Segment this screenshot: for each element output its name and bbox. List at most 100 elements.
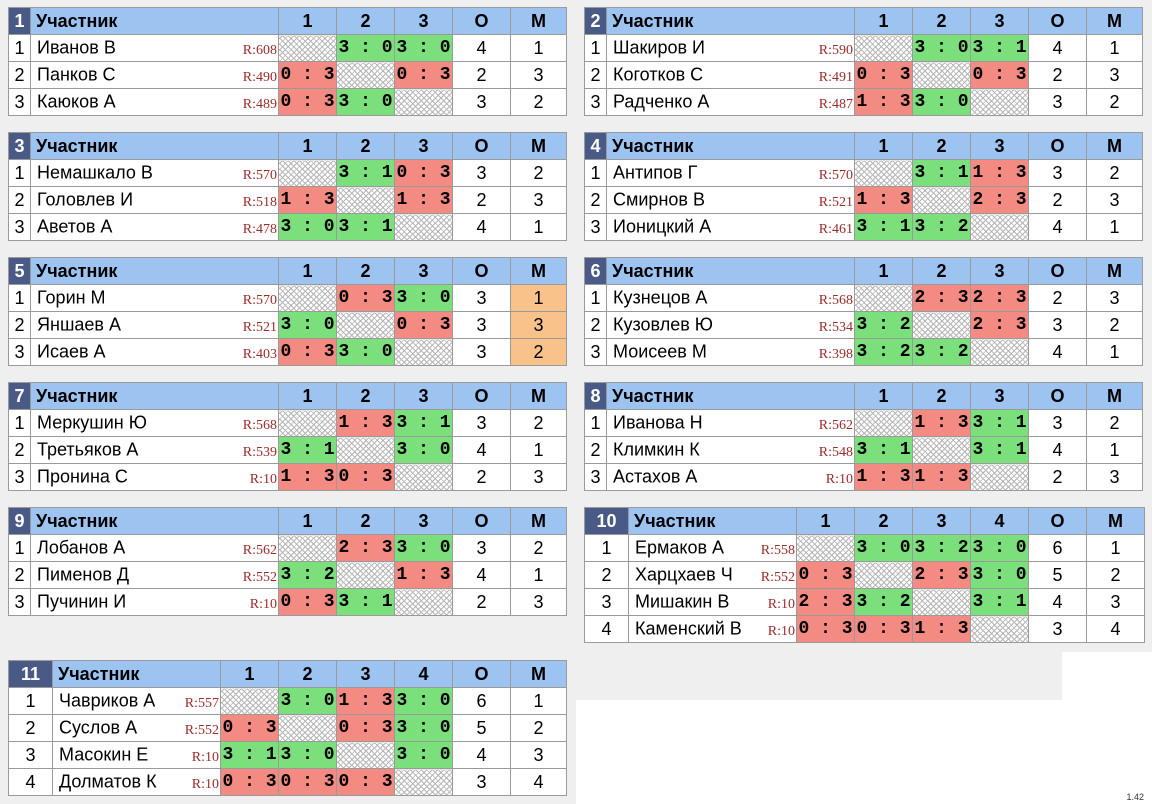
row-position: 3 xyxy=(584,463,607,491)
participant-name: Пименов Д xyxy=(37,564,130,585)
participant-rating: R:557 xyxy=(184,696,219,711)
row-position: 1 xyxy=(8,409,31,437)
row-position: 2 xyxy=(584,436,607,464)
participant-rating: R:461 xyxy=(818,222,853,237)
column-header: М xyxy=(510,507,567,535)
match-score: 1 : 3 xyxy=(278,463,337,491)
participant-cell: Пучинин И R:10 xyxy=(30,588,279,616)
match-score: 3 : 2 xyxy=(912,534,971,562)
participant-rating: R:539 xyxy=(242,445,277,460)
match-score: 3 : 2 xyxy=(912,338,971,366)
participant-rating: R:10 xyxy=(249,472,277,487)
participant-header: Участник xyxy=(30,7,279,35)
column-header: О xyxy=(1028,507,1087,535)
column-header: 3 xyxy=(394,132,453,160)
points-value: 4 xyxy=(1028,213,1087,241)
participant-name: Шакиров И xyxy=(613,37,705,58)
column-header: 4 xyxy=(970,507,1029,535)
participant-name: Мишакин В xyxy=(635,591,730,612)
participant-rating: R:552 xyxy=(760,570,795,585)
points-value: 2 xyxy=(1028,463,1087,491)
points-value: 3 xyxy=(452,311,511,339)
participant-name: Чавриков А xyxy=(59,690,156,711)
points-value: 2 xyxy=(1028,61,1087,89)
group-header-row: 7 Участник 1 2 3 О М xyxy=(8,382,567,410)
self-match-cell xyxy=(970,338,1029,366)
column-header: 3 xyxy=(336,660,395,688)
row-position: 3 xyxy=(8,213,31,241)
place-value: 3 xyxy=(1086,284,1143,312)
participant-rating: R:534 xyxy=(818,320,853,335)
points-value: 2 xyxy=(1028,284,1087,312)
participant-name: Панков С xyxy=(37,64,116,85)
participant-cell: Иванов В R:608 xyxy=(30,34,279,62)
column-header: О xyxy=(1028,7,1087,35)
match-score: 0 : 3 xyxy=(336,768,395,796)
column-header: 3 xyxy=(970,382,1029,410)
place-value: 1 xyxy=(510,436,567,464)
place-value: 2 xyxy=(1086,88,1143,116)
points-value: 4 xyxy=(1028,436,1087,464)
column-header: 3 xyxy=(970,132,1029,160)
row-position: 3 xyxy=(8,88,31,116)
participant-rating: R:552 xyxy=(242,570,277,585)
match-score: 2 : 3 xyxy=(336,534,395,562)
self-match-cell xyxy=(854,159,913,187)
participant-name: Исаев А xyxy=(37,341,106,362)
participant-rating: R:558 xyxy=(760,543,795,558)
group-header-row: 9 Участник 1 2 3 О М xyxy=(8,507,567,535)
self-match-cell xyxy=(970,88,1029,116)
match-score: 3 : 1 xyxy=(854,436,913,464)
points-value: 5 xyxy=(1028,561,1087,589)
row-position: 2 xyxy=(8,61,31,89)
self-match-cell xyxy=(970,615,1029,643)
place-value: 2 xyxy=(1086,409,1143,437)
match-score: 2 : 3 xyxy=(970,186,1029,214)
group-number: 9 xyxy=(8,507,31,535)
column-header: 3 xyxy=(970,7,1029,35)
column-header: О xyxy=(1028,132,1087,160)
participant-name: Радченко А xyxy=(613,91,710,112)
column-header: 2 xyxy=(854,507,913,535)
row-position: 1 xyxy=(8,687,53,715)
match-score: 3 : 2 xyxy=(854,588,913,616)
participant-rating: R:403 xyxy=(242,347,277,362)
participant-cell: Исаев А R:403 xyxy=(30,338,279,366)
column-header: 2 xyxy=(912,7,971,35)
participant-cell: Головлев И R:518 xyxy=(30,186,279,214)
match-score: 0 : 3 xyxy=(278,338,337,366)
participant-rating: R:570 xyxy=(242,168,277,183)
place-value: 1 xyxy=(510,561,567,589)
group-header-row: 11 Участник 1 2 3 4 О М xyxy=(8,660,567,688)
place-value: 1 xyxy=(510,213,567,241)
points-value: 4 xyxy=(452,213,511,241)
row-position: 1 xyxy=(584,409,607,437)
match-score: 0 : 3 xyxy=(796,615,855,643)
participant-name: Ионицкий А xyxy=(613,216,712,237)
column-header: 1 xyxy=(796,507,855,535)
column-header: 3 xyxy=(394,7,453,35)
match-score: 3 : 0 xyxy=(912,34,971,62)
match-score: 3 : 2 xyxy=(278,561,337,589)
column-header: 1 xyxy=(854,257,913,285)
group-number: 6 xyxy=(584,257,607,285)
self-match-cell xyxy=(912,186,971,214)
match-score: 3 : 0 xyxy=(278,213,337,241)
match-score: 0 : 3 xyxy=(278,588,337,616)
column-header: М xyxy=(1086,132,1143,160)
match-score: 3 : 0 xyxy=(854,534,913,562)
column-header: 3 xyxy=(912,507,971,535)
match-score: 0 : 3 xyxy=(278,61,337,89)
match-score: 3 : 1 xyxy=(970,409,1029,437)
match-score: 3 : 0 xyxy=(336,338,395,366)
row-position: 3 xyxy=(8,463,31,491)
